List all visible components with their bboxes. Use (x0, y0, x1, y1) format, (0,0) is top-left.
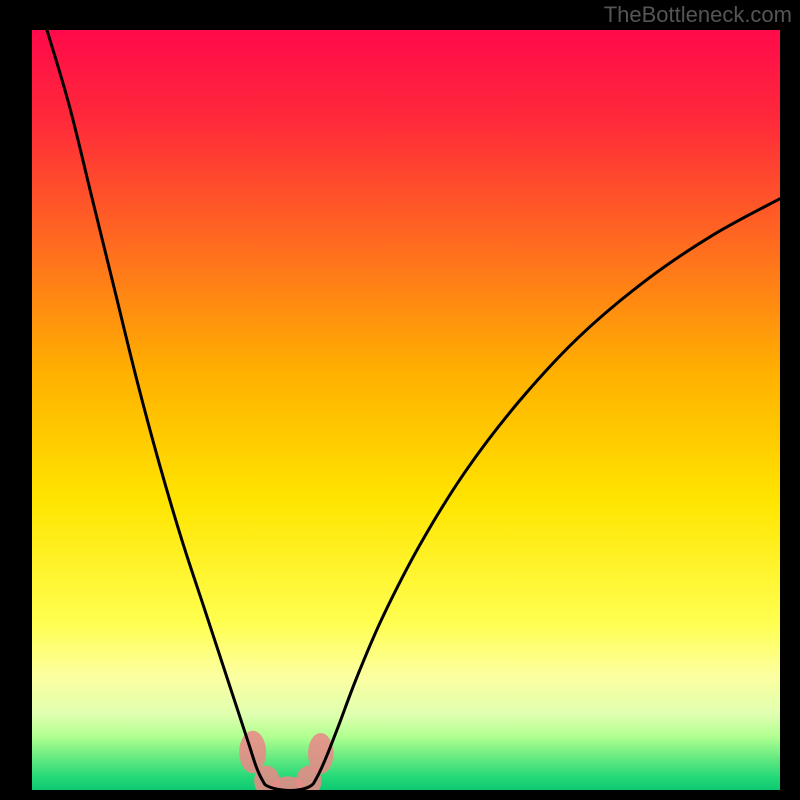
watermark-label: TheBottleneck.com (604, 2, 792, 28)
chart-svg (32, 30, 780, 790)
plot-area (32, 30, 780, 790)
